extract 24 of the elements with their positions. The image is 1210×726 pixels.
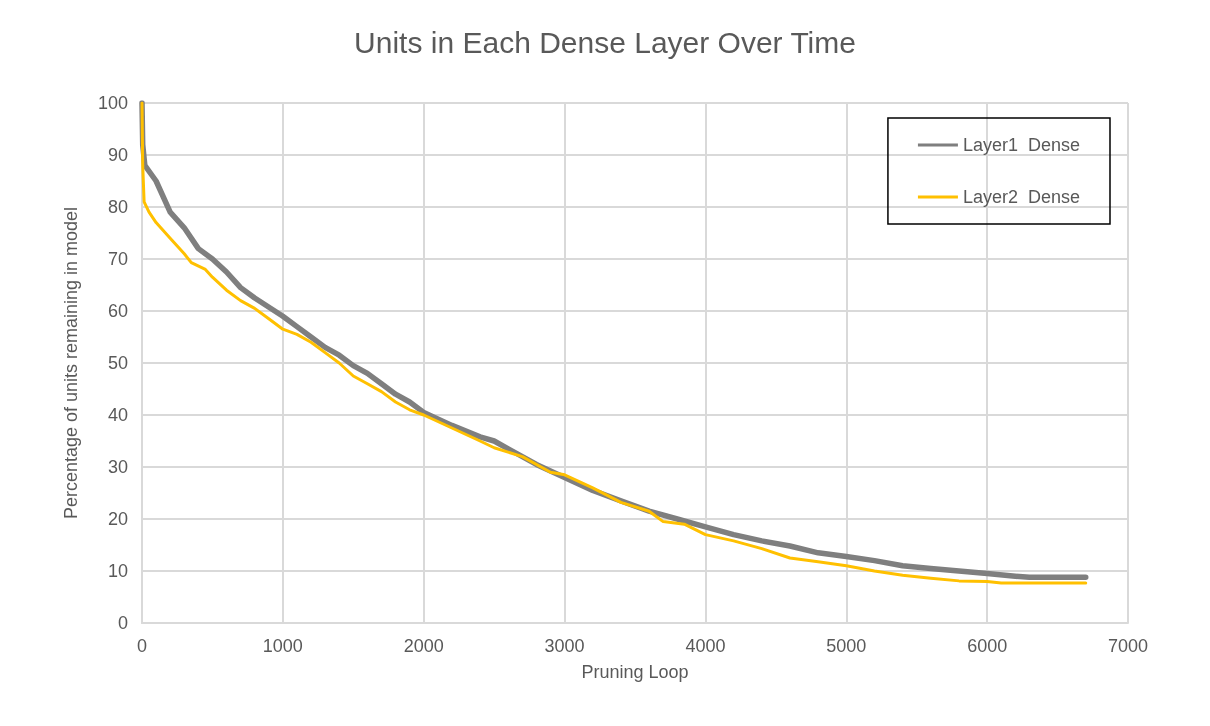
y-tick-label: 70 — [107, 249, 128, 269]
y-tick-label: 30 — [107, 457, 128, 477]
y-tick-label: 100 — [97, 93, 128, 113]
y-tick-label: 0 — [117, 613, 128, 633]
x-tick-label: 5000 — [826, 636, 867, 656]
x-tick-label: 6000 — [967, 636, 1008, 656]
y-tick-label: 50 — [107, 353, 128, 373]
y-tick-label: 40 — [107, 405, 128, 425]
y-tick-label: 20 — [107, 509, 128, 529]
x-tick-label: 4000 — [685, 636, 726, 656]
x-tick-label: 0 — [136, 636, 148, 656]
legend-label: Layer1 Dense — [962, 135, 1081, 155]
legend-label: Layer2 Dense — [962, 187, 1081, 207]
x-tick-label: 1000 — [262, 636, 303, 656]
x-tick-label: 7000 — [1107, 636, 1149, 656]
y-tick-label: 60 — [107, 301, 128, 321]
x-tick-label: 2000 — [403, 636, 444, 656]
y-tick-label: 80 — [107, 197, 128, 217]
y-tick-label: 10 — [107, 561, 128, 581]
x-tick-label: 3000 — [544, 636, 585, 656]
y-axis-title: Percentage of units remaining in model — [61, 206, 81, 520]
x-axis-title: Pruning Loop — [581, 662, 689, 682]
chart-title: Units in Each Dense Layer Over Time — [354, 25, 856, 59]
y-tick-label: 90 — [107, 145, 128, 165]
